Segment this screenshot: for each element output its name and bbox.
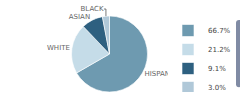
svg-text:BLACK: BLACK [81,5,104,13]
svg-text:ASIAN: ASIAN [69,13,90,21]
svg-text:21.2%: 21.2% [208,46,231,54]
svg-text:WHITE: WHITE [47,44,70,52]
svg-text:3.0%: 3.0% [208,84,226,92]
svg-text:9.1%: 9.1% [208,65,226,73]
svg-text:66.7%: 66.7% [208,27,231,35]
svg-text:HISPANIC: HISPANIC [144,70,177,78]
